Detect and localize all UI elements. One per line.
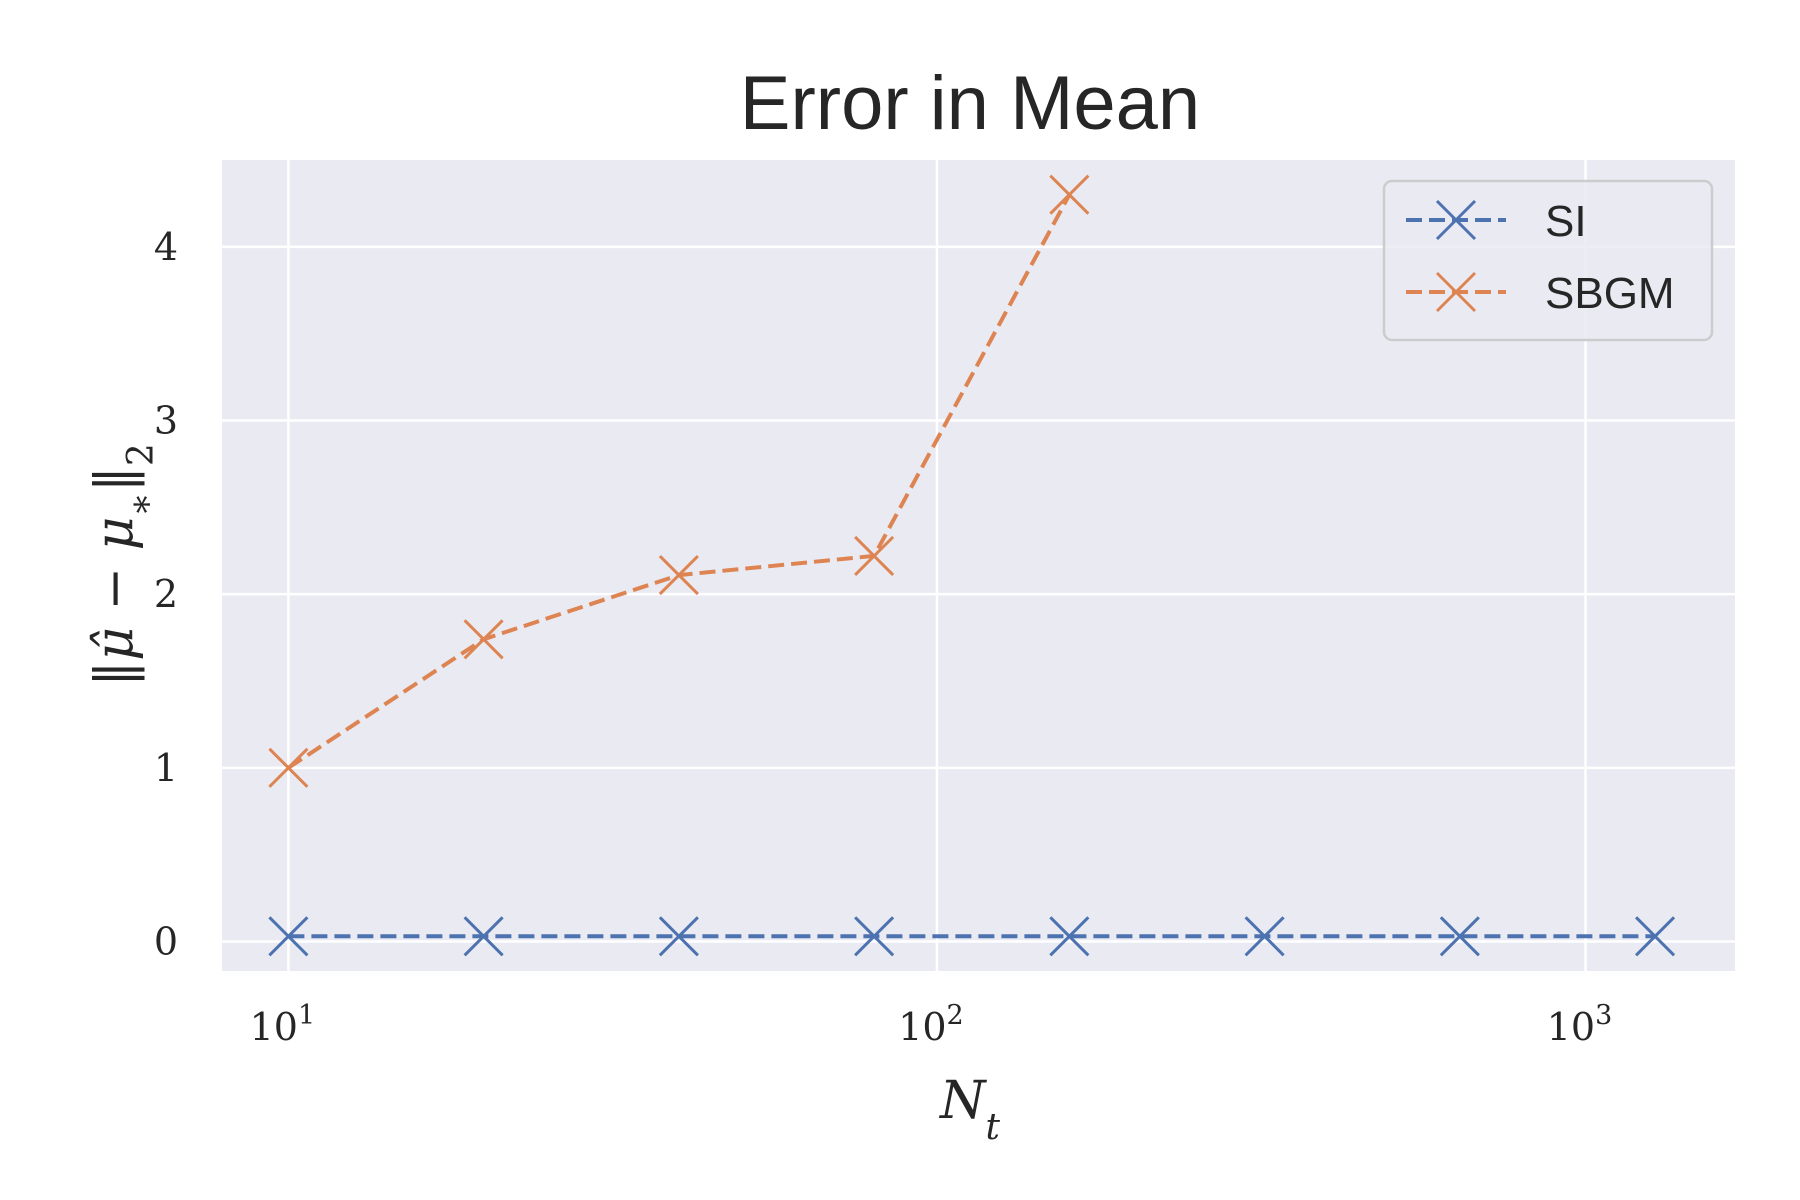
x-tick-label: 101 [250,1000,316,1049]
y-tick-label: 0 [154,919,178,963]
x-axis-label: Nt [938,1071,1001,1148]
y-tick-label: 2 [154,572,178,616]
x-axis-ticks: 101 102 103 [250,1000,1613,1049]
series-si-point [268,916,309,957]
legend-sbgm-label: SBGM [1545,269,1675,318]
legend-sbgm-marker [1435,271,1477,313]
y-tick-label: 3 [154,398,178,442]
series-sbgm-point [854,535,895,577]
series-si [268,916,1676,957]
series-layer [268,174,1676,957]
legend: SI SBGM [1382,179,1714,342]
chart-title: Error in Mean [740,61,1200,146]
y-tick-label: 1 [154,746,178,790]
series-si-point [658,916,699,957]
y-axis-label: ‖μ̂ − μ∗‖2 [85,443,162,687]
series-sbgm-point [268,747,309,788]
y-axis-ticks: 0 1 2 3 4 [154,225,178,964]
y-tick-label: 4 [154,225,178,269]
series-si-point [463,916,504,957]
series-si-point [1439,916,1480,957]
x-tick-label: 102 [898,1000,964,1049]
series-si-point [854,916,895,957]
legend-si-x-marker [1435,199,1477,241]
series-si-point [1049,916,1090,957]
series-sbgm-point [658,554,699,596]
series-sbgm-point [1049,174,1090,215]
legend-sbgm-x-marker [1435,271,1477,313]
legend-si-label: SI [1545,197,1587,246]
x-tick-label: 103 [1547,1000,1613,1049]
series-sbgm [268,174,1090,788]
series-sbgm-point [463,619,504,660]
legend-si-marker [1435,199,1477,241]
series-si-point [1635,916,1676,957]
series-si-point [1244,916,1285,957]
